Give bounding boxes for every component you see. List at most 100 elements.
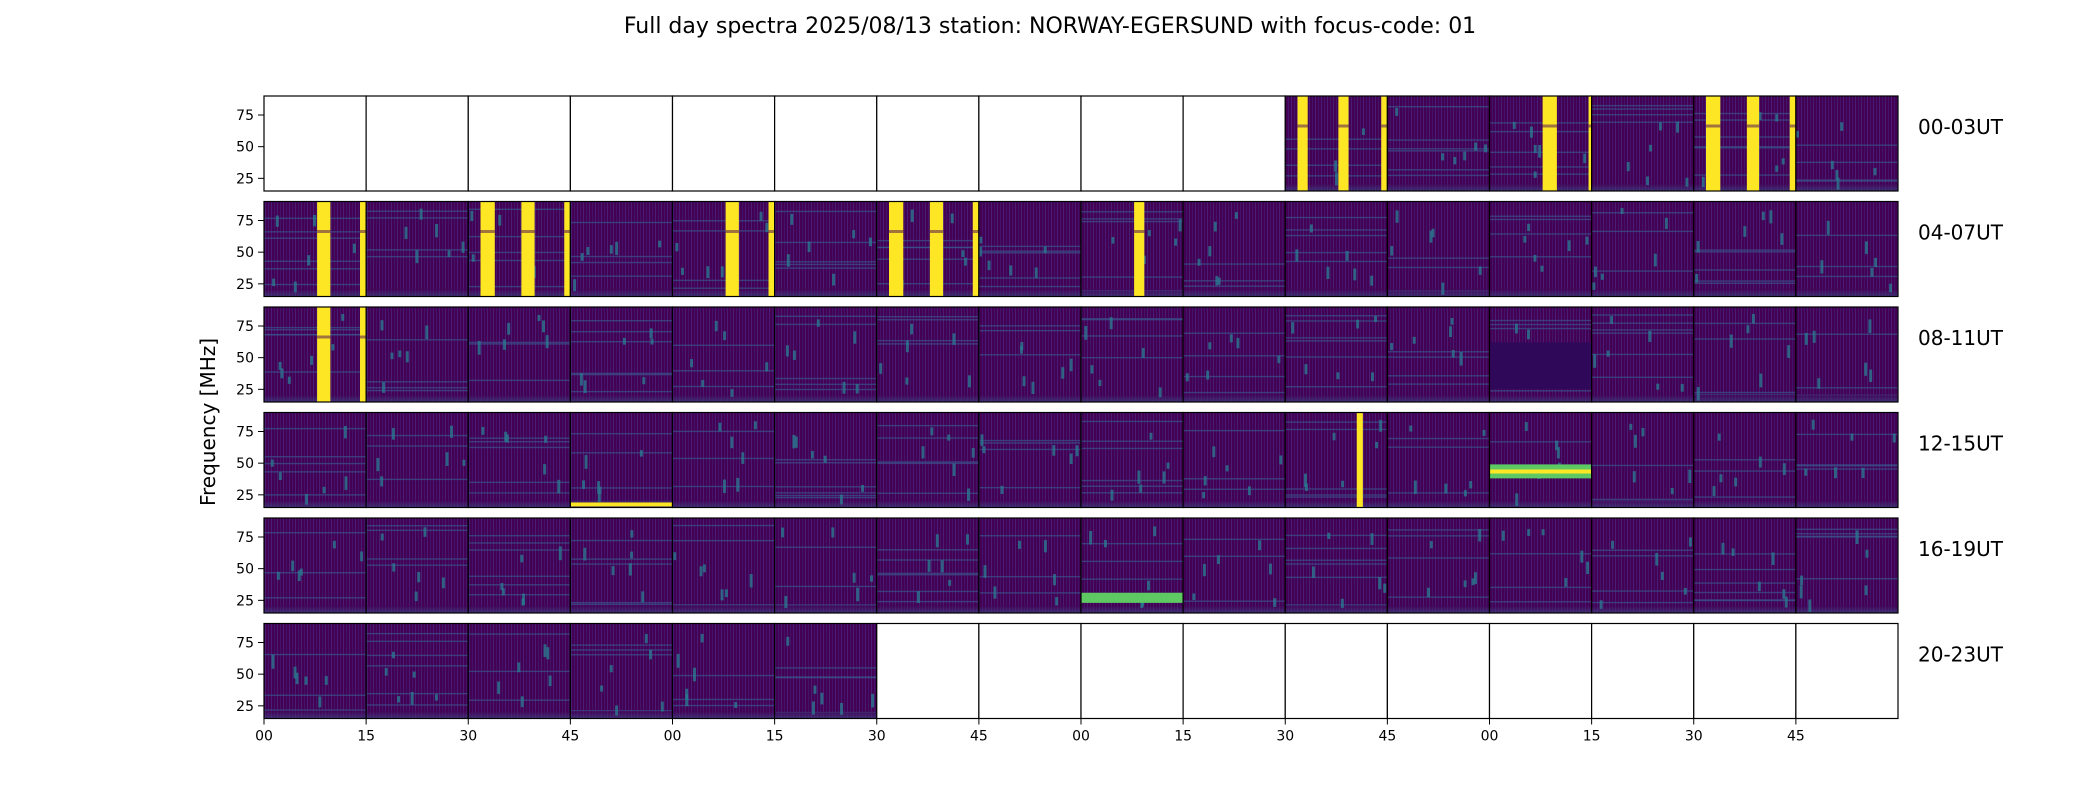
spectrum-panel [1182, 517, 1286, 614]
x-tick-label: 45 [1787, 729, 1805, 745]
spectrum-panel [1795, 95, 1899, 192]
empty-panel [1182, 95, 1286, 192]
spectrum-panel [1591, 95, 1695, 192]
empty-panel [263, 95, 367, 192]
spectrum-panel [263, 622, 367, 720]
spectrum-panel [671, 306, 776, 403]
y-tick-label: 50 [236, 667, 254, 683]
spectra-row: 20-23UT 25 50 75 [236, 622, 2004, 720]
empty-panel [1080, 95, 1184, 192]
spectrum-panel [1693, 200, 1797, 298]
spectrum-panel [1591, 517, 1695, 614]
spectrum-panel [1080, 306, 1184, 403]
empty-panel [1182, 622, 1286, 720]
x-tick-label: 15 [1583, 729, 1601, 745]
y-tick-label: 50 [236, 562, 254, 578]
spectrum-panel [365, 200, 469, 298]
x-tick-label: 15 [357, 729, 375, 745]
spectrum-panel [365, 517, 469, 614]
x-tick-label: 45 [561, 729, 579, 745]
x-tick-label: 00 [664, 729, 682, 745]
spectrum-panel [569, 411, 674, 509]
x-tick-label: 30 [459, 729, 477, 745]
x-tick-label: 30 [868, 729, 886, 745]
spectra-row: 04-07UT 25 50 75 [236, 200, 2004, 298]
empty-panel [876, 95, 980, 192]
row-time-label: 12-15UT [1918, 432, 2004, 456]
spectra-row: 12-15UT 25 50 75 [236, 411, 2004, 509]
spectrum-panel [774, 200, 878, 298]
spectrum-panel [1080, 200, 1184, 298]
x-tick-label: 00 [1072, 729, 1090, 745]
x-tick-label: 45 [970, 729, 988, 745]
y-tick-label: 50 [236, 245, 254, 261]
row-time-label: 16-19UT [1918, 537, 2004, 561]
spectrum-panel [263, 517, 367, 614]
empty-panel [467, 95, 571, 192]
spectrum-panel [774, 306, 878, 403]
spectra-rows: 00-03UT25507504-07UT25507508-11UT2550751… [236, 95, 2004, 720]
x-tick-label: 15 [1174, 729, 1192, 745]
spectrum-panel [876, 306, 980, 403]
spectrum-panel [467, 622, 571, 720]
y-tick-label: 75 [236, 425, 254, 441]
y-tick-label: 25 [236, 699, 254, 715]
empty-panel [774, 95, 878, 192]
row-time-label: 20-23UT [1918, 643, 2004, 667]
spectrum-panel [1284, 306, 1388, 403]
spectrum-panel [1080, 517, 1184, 614]
y-tick-label: 25 [236, 382, 254, 398]
y-tick-label: 75 [236, 108, 254, 124]
spectrum-panel [1488, 517, 1593, 614]
x-axis: 00 15 30 45 00 15 30 45 00 15 30 45 00 15 30 45 [255, 718, 1805, 745]
empty-panel [365, 95, 469, 192]
spectrum-panel [1182, 411, 1286, 509]
spectrum-panel [1386, 517, 1491, 614]
y-tick-label: 50 [236, 456, 254, 472]
spectrum-panel [1284, 517, 1388, 614]
x-tick-label: 00 [255, 729, 273, 745]
y-tick-label: 50 [236, 351, 254, 367]
spectrum-panel [1386, 306, 1491, 403]
spectrum-panel [978, 200, 1082, 298]
spectrum-panel [365, 306, 469, 403]
spectrum-panel [1488, 95, 1593, 192]
spectrum-panel [569, 622, 674, 720]
spectrum-panel [1693, 95, 1797, 192]
spectrum-panel [365, 622, 469, 720]
spectrum-panel [263, 200, 367, 298]
y-tick-label: 75 [236, 214, 254, 230]
spectrum-panel [978, 306, 1082, 403]
y-tick-label: 25 [236, 277, 254, 293]
x-tick-label: 45 [1378, 729, 1396, 745]
x-tick-label: 00 [1481, 729, 1499, 745]
spectrum-panel [671, 622, 776, 720]
empty-panel [1693, 622, 1797, 720]
empty-panel [1284, 622, 1388, 720]
spectrum-panel [263, 306, 367, 403]
empty-panel [978, 622, 1082, 720]
empty-panel [876, 622, 980, 720]
row-time-label: 08-11UT [1918, 326, 2004, 350]
empty-panel [1795, 622, 1899, 720]
y-tick-label: 50 [236, 140, 254, 156]
spectrum-panel [1488, 306, 1593, 403]
spectra-row: 16-19UT 25 50 75 [236, 517, 2004, 614]
spectrum-panel [569, 517, 674, 614]
spectrum-panel [467, 306, 571, 403]
x-tick-label: 15 [766, 729, 784, 745]
y-tick-label: 75 [236, 636, 254, 652]
y-tick-label: 25 [236, 171, 254, 187]
spectrum-panel [1386, 411, 1491, 509]
spectrum-panel [774, 622, 878, 720]
empty-panel [569, 95, 674, 192]
spectrum-panel [671, 411, 776, 509]
spectrum-panel [1488, 411, 1593, 509]
spectrum-panel [774, 411, 878, 509]
spectrum-panel [1182, 200, 1286, 298]
spectrum-panel [978, 411, 1082, 509]
chart-title: Full day spectra 2025/08/13 station: NOR… [624, 14, 1476, 39]
spectrum-panel [1386, 200, 1491, 298]
spectrum-panel [467, 411, 571, 509]
